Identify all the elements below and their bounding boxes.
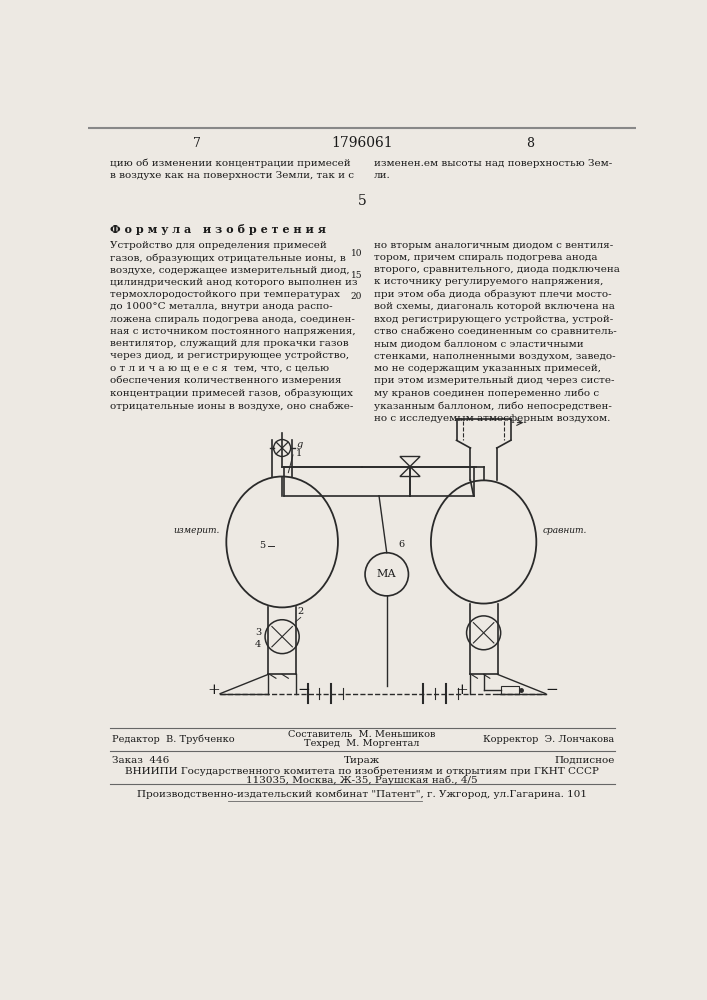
Text: ВНИИПИ Государственного комитета по изобретениям и открытиям при ГКНТ СССР: ВНИИПИ Государственного комитета по изоб… xyxy=(125,767,599,776)
Text: 1: 1 xyxy=(296,449,303,458)
Text: цию об изменении концентрации примесей
в воздухе как на поверхности Земли, так и: цию об изменении концентрации примесей в… xyxy=(110,158,354,180)
Text: 5: 5 xyxy=(358,194,366,208)
Text: 10: 10 xyxy=(351,249,362,258)
Text: но вторым аналогичным диодом с вентиля-
тором, причем спираль подогрева анода
вт: но вторым аналогичным диодом с вентиля- … xyxy=(373,241,619,423)
Text: +: + xyxy=(455,683,468,697)
Text: 5: 5 xyxy=(259,541,266,550)
Text: 15: 15 xyxy=(351,271,363,280)
Text: g: g xyxy=(297,440,303,449)
Text: 8: 8 xyxy=(526,137,534,150)
Text: Составитель  М. Меньшиков: Составитель М. Меньшиков xyxy=(288,730,436,739)
Text: +: + xyxy=(208,683,221,697)
Text: 4: 4 xyxy=(255,640,261,649)
Bar xyxy=(501,686,518,694)
Text: Производственно-издательский комбинат "Патент", г. Ужгород, ул.Гагарина. 101: Производственно-издательский комбинат "П… xyxy=(137,790,587,799)
Text: Тираж: Тираж xyxy=(344,756,380,765)
Text: Ф о р м у л а   и з о б р е т е н и я: Ф о р м у л а и з о б р е т е н и я xyxy=(110,224,326,235)
Text: Редактор  В. Трубченко: Редактор В. Трубченко xyxy=(112,734,234,744)
Text: 7: 7 xyxy=(193,137,201,150)
Text: −: − xyxy=(298,683,310,697)
Text: сравнит.: сравнит. xyxy=(542,526,587,535)
Text: Устройство для определения примесей
газов, образующих отрицательные ионы, в
возд: Устройство для определения примесей газо… xyxy=(110,241,358,411)
Text: 113035, Москва, Ж-35, Раушская наб., 4/5: 113035, Москва, Ж-35, Раушская наб., 4/5 xyxy=(246,776,478,785)
Text: Корректор  Э. Лончакова: Корректор Э. Лончакова xyxy=(484,735,614,744)
Text: 20: 20 xyxy=(351,292,362,301)
Text: 1796061: 1796061 xyxy=(331,136,393,150)
Text: Заказ  446: Заказ 446 xyxy=(112,756,169,765)
Text: изменен.ем высоты над поверхностью Зем-
ли.: изменен.ем высоты над поверхностью Зем- … xyxy=(373,158,612,180)
Text: 2: 2 xyxy=(298,607,304,616)
Text: МА: МА xyxy=(377,569,397,579)
Text: 6: 6 xyxy=(398,540,404,549)
Text: измерит.: измерит. xyxy=(174,526,220,535)
Text: 3: 3 xyxy=(255,628,261,637)
Text: Подписное: Подписное xyxy=(554,756,614,765)
Text: −: − xyxy=(545,683,559,697)
Text: Техред  М. Моргентал: Техред М. Моргентал xyxy=(304,739,420,748)
